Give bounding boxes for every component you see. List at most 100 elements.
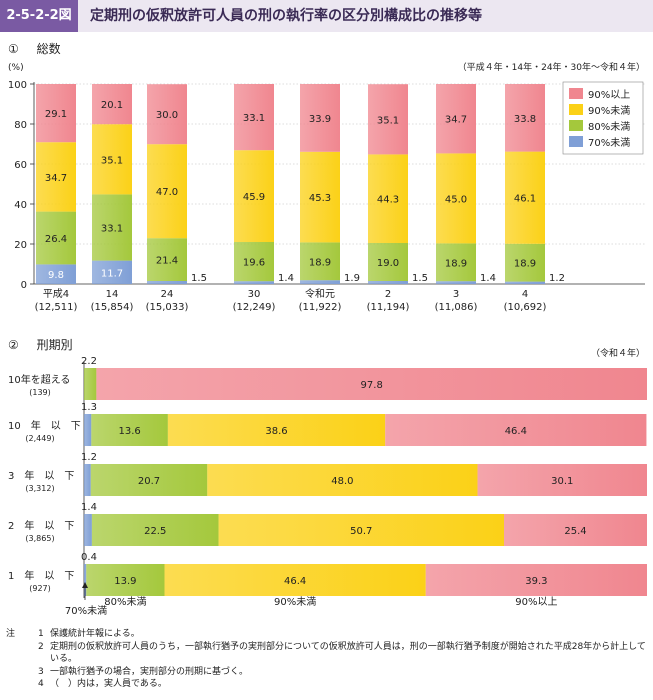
bar-segment	[505, 151, 545, 244]
data-label: 45.0	[445, 194, 467, 205]
bar-segment	[147, 84, 187, 145]
bar-segment	[84, 514, 92, 546]
bar-segment	[147, 238, 187, 281]
data-label: 2.2	[81, 356, 97, 367]
count-label: (15,854)	[91, 302, 134, 313]
data-label: 33.8	[514, 114, 536, 125]
bar-segment	[147, 281, 187, 284]
figure-header: 2-5-2-2図 定期刑の仮釈放許可人員の刑の執行率の区分別構成比の推移等	[0, 0, 653, 32]
data-label: 33.9	[309, 114, 331, 125]
legend-label: 70%未満	[588, 137, 630, 149]
data-label: 1.2	[81, 452, 97, 463]
data-label: 44.3	[377, 195, 399, 206]
bar-segment	[164, 564, 426, 596]
data-label: 33.1	[101, 224, 123, 235]
y-tick-label: 40	[14, 200, 27, 211]
bar-segment	[167, 414, 386, 446]
data-label: 1.5	[191, 273, 207, 284]
data-label: 35.1	[377, 115, 399, 126]
bar-segment	[300, 242, 340, 281]
count-label: (3,865)	[25, 534, 54, 543]
data-label: 46.4	[505, 426, 527, 437]
data-label: 20.1	[101, 100, 123, 111]
legend: 90%以上 90%未満 80%未満 70%未満	[562, 81, 644, 155]
bar-segment	[234, 150, 274, 242]
data-label: 13.9	[114, 576, 136, 587]
data-label: 20.7	[138, 476, 160, 487]
data-label: 39.3	[525, 576, 547, 587]
count-label: (15,033)	[146, 302, 189, 313]
notes-block: 注 1 保護統計年報による。 2 定期刑の仮釈放許可人員のうち，一部執行猶予の実…	[6, 628, 651, 691]
annotation-arrow-head	[82, 582, 88, 588]
count-label: (11,194)	[367, 302, 410, 313]
data-label: 33.1	[243, 113, 265, 124]
x-tick-label: 4	[522, 289, 528, 300]
x-tick-label: 令和元	[305, 287, 335, 300]
chart-total-stacked-bar: (%) 0 20 40 60 80 100 9.8 26.4 34.7 29.1 平成4 (12,511…	[8, 63, 645, 313]
section1-title: 総数	[36, 42, 61, 56]
data-label: 47.0	[156, 187, 178, 198]
chart-sentence-stacked-bar: 2.2 97.8 10年を超える (139) 1.3 13.6 38.6 46.4 10 年 以…	[8, 356, 648, 617]
data-label: 0.4	[81, 552, 97, 563]
bottom-label: 90%以上	[515, 596, 557, 608]
data-label: 1.2	[549, 273, 565, 284]
data-label: 45.3	[309, 193, 331, 204]
data-label: 25.4	[564, 526, 586, 537]
data-label: 21.4	[156, 256, 178, 267]
data-label: 46.4	[284, 576, 306, 587]
legend-swatch	[569, 120, 583, 131]
note-number: 4	[38, 679, 44, 689]
count-label: (139)	[29, 388, 51, 397]
bar-segment	[300, 84, 340, 152]
section1-mark: ①	[8, 42, 19, 56]
bottom-label: 90%未満	[274, 596, 316, 608]
bar-segment	[84, 368, 97, 400]
bar-segment	[92, 194, 132, 261]
bar-segment	[368, 84, 408, 155]
note-text: （ ）内は，実人員である。	[50, 679, 167, 689]
bar-segment	[368, 281, 408, 284]
data-label: 1.4	[81, 502, 97, 513]
bar-segment	[436, 281, 476, 284]
legend-swatch	[569, 136, 583, 147]
category-label: 10年を超える	[8, 373, 70, 386]
section2-mark: ②	[8, 338, 19, 352]
data-label: 34.7	[45, 173, 67, 184]
data-label: 1.4	[480, 273, 496, 284]
bar-segment	[368, 243, 408, 281]
data-label: 18.9	[445, 258, 467, 269]
bar-segment	[36, 142, 76, 212]
note-row: 注 1 保護統計年報による。	[6, 628, 651, 641]
figure-title: 定期刑の仮釈放許可人員の刑の執行率の区分別構成比の推移等	[90, 8, 482, 24]
section1-period-note: （平成４年・14年・24年・30年～令和４年）	[457, 63, 645, 73]
bar-segment	[36, 84, 76, 143]
note-row: 3 一部執行猶予の場合，実刑部分の刑期に基づく。	[6, 666, 651, 679]
count-label: (12,249)	[233, 302, 276, 313]
count-label: (11,086)	[435, 302, 478, 313]
data-label: 22.5	[144, 526, 166, 537]
bar-segment	[436, 153, 476, 244]
bar-segment	[505, 84, 545, 152]
x-tick-label: 3	[453, 289, 459, 300]
bar-segment	[425, 564, 647, 596]
data-label: 48.0	[331, 476, 353, 487]
data-label: 9.8	[48, 270, 64, 281]
count-label: (2,449)	[25, 434, 54, 443]
note-number: 2	[38, 641, 44, 652]
note-row: 2 定期刑の仮釈放許可人員のうち，一部執行猶予の実刑部分についての仮釈放許可人員…	[6, 641, 651, 666]
legend-swatch	[569, 104, 583, 115]
x-tick-label: 30	[248, 289, 261, 300]
y-tick-label: 0	[21, 280, 27, 291]
count-label: (927)	[29, 584, 51, 593]
count-label: (11,922)	[299, 302, 342, 313]
data-label: 13.6	[118, 426, 140, 437]
bar-segment	[234, 84, 274, 151]
legend-label: 80%未満	[588, 121, 630, 133]
bar-segment	[91, 514, 219, 546]
bar-segment	[207, 464, 478, 496]
bar-segment	[385, 414, 647, 446]
bar-segment	[91, 414, 168, 446]
category-label: 2 年 以 下	[8, 519, 74, 532]
y-tick-label: 60	[14, 160, 27, 171]
bar-segment	[368, 154, 408, 243]
